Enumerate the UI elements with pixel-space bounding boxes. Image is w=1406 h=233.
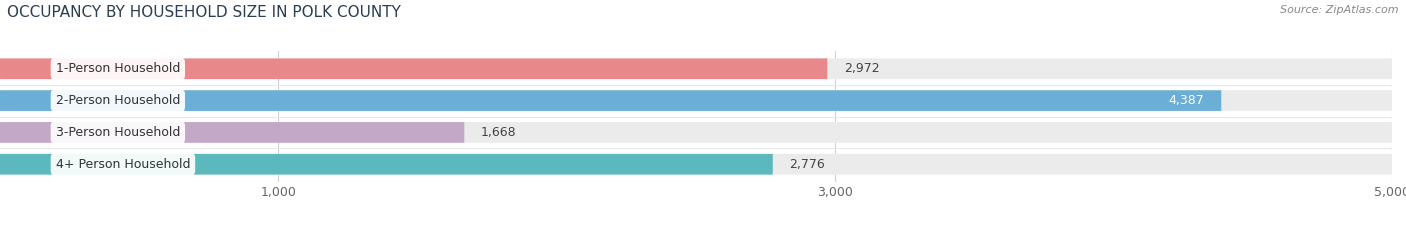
Text: 4+ Person Household: 4+ Person Household: [56, 158, 190, 171]
FancyBboxPatch shape: [0, 154, 773, 175]
Text: 3-Person Household: 3-Person Household: [56, 126, 180, 139]
FancyBboxPatch shape: [0, 90, 1222, 111]
Text: 2,776: 2,776: [790, 158, 825, 171]
FancyBboxPatch shape: [0, 90, 1392, 111]
Text: OCCUPANCY BY HOUSEHOLD SIZE IN POLK COUNTY: OCCUPANCY BY HOUSEHOLD SIZE IN POLK COUN…: [7, 5, 401, 20]
FancyBboxPatch shape: [0, 58, 827, 79]
Text: Source: ZipAtlas.com: Source: ZipAtlas.com: [1281, 5, 1399, 15]
FancyBboxPatch shape: [0, 154, 1392, 175]
FancyBboxPatch shape: [0, 122, 464, 143]
Text: 2,972: 2,972: [844, 62, 880, 75]
Text: 4,387: 4,387: [1168, 94, 1205, 107]
FancyBboxPatch shape: [0, 122, 1392, 143]
Text: 1-Person Household: 1-Person Household: [56, 62, 180, 75]
Text: 2-Person Household: 2-Person Household: [56, 94, 180, 107]
FancyBboxPatch shape: [0, 58, 1392, 79]
Text: 1,668: 1,668: [481, 126, 516, 139]
